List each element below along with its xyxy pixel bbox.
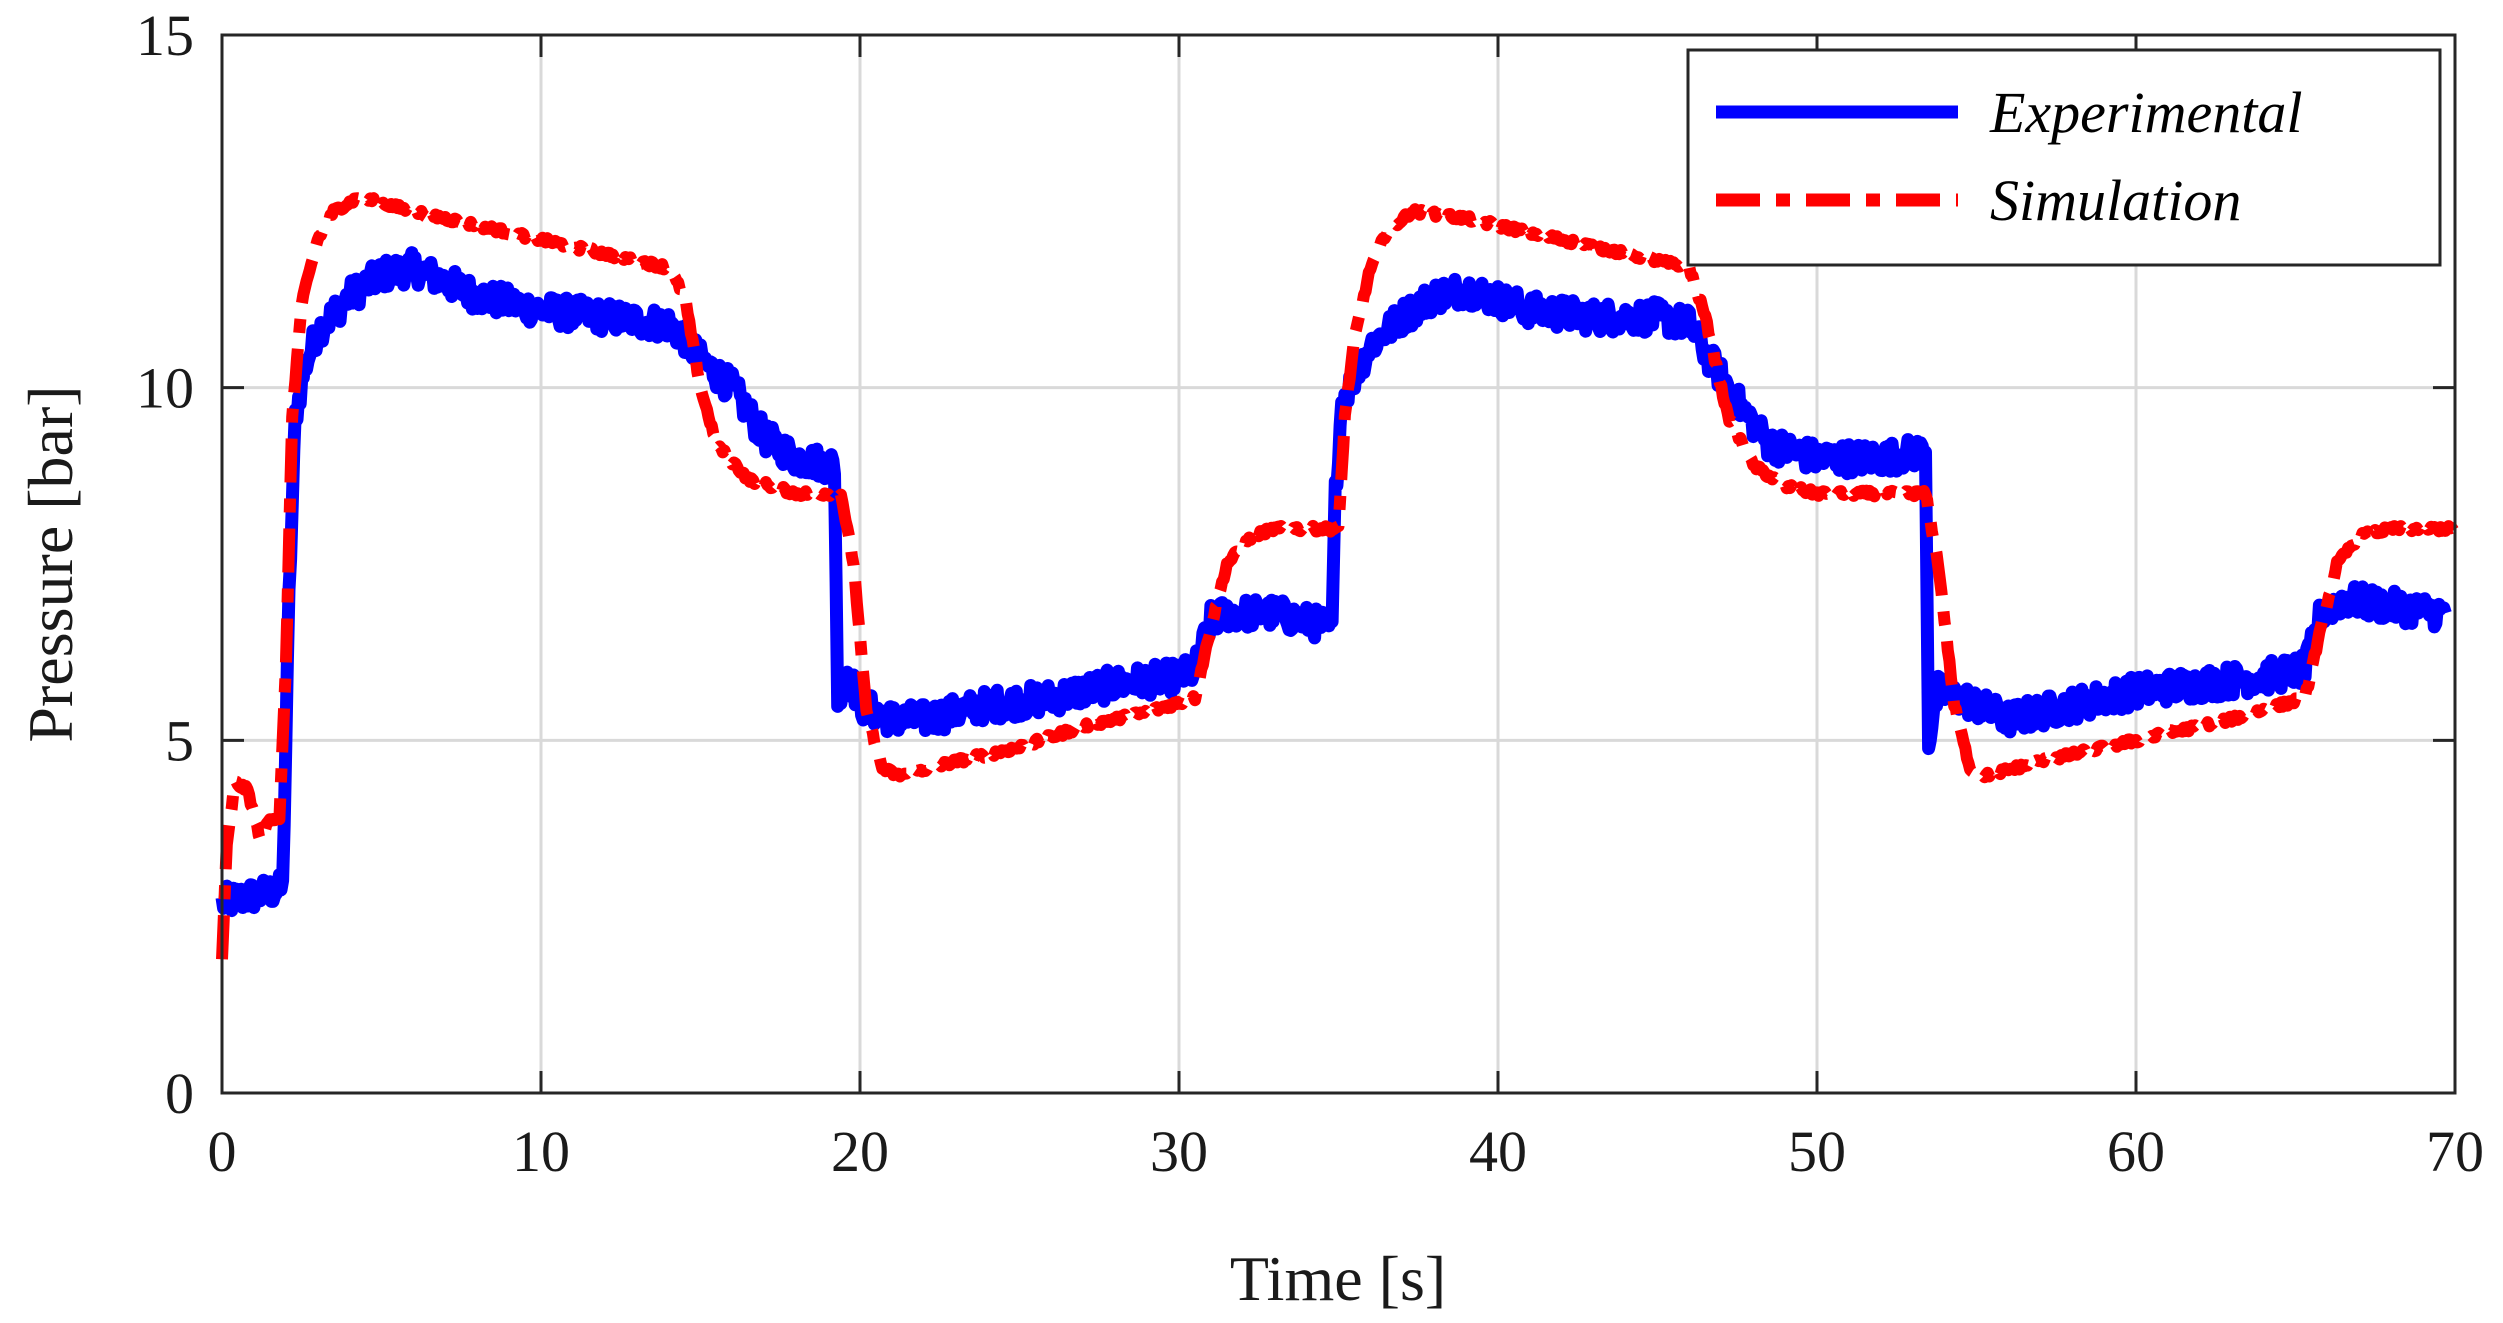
legend-items: Experimental Simulation [1716, 80, 2302, 233]
series-line-simulation [216, 189, 2460, 960]
y-axis-label: Pressure [bar] [15, 385, 86, 742]
x-tick-label: 40 [1469, 1119, 1527, 1184]
legend-label-simulation: Simulation [1990, 168, 2241, 233]
legend-label-experimental: Experimental [1989, 80, 2302, 145]
y-tick-label: 5 [165, 708, 194, 773]
y-tick-label: 10 [136, 356, 194, 421]
plot-area-border [220, 33, 2457, 1095]
y-tick-label: 15 [136, 3, 194, 68]
legend: Experimental Simulation [1686, 48, 2442, 267]
x-tick-label: 50 [1788, 1119, 1846, 1184]
x-tick-label: 70 [2426, 1119, 2484, 1184]
series-line-experimental [215, 246, 2452, 918]
series-layer [215, 189, 2460, 960]
x-tick-label: 10 [512, 1119, 570, 1184]
x-tick-label: 0 [208, 1119, 237, 1184]
x-tick-label: 20 [831, 1119, 889, 1184]
y-tick-label: 0 [165, 1061, 194, 1126]
x-tick-label: 30 [1150, 1119, 1208, 1184]
tick-layer: 0 10 20 30 40 50 60 70 0 5 10 15 [136, 3, 2484, 1184]
legend-box [1686, 48, 2442, 267]
x-axis-label: Time [s] [1230, 1243, 1446, 1314]
x-tick-label: 60 [2107, 1119, 2165, 1184]
